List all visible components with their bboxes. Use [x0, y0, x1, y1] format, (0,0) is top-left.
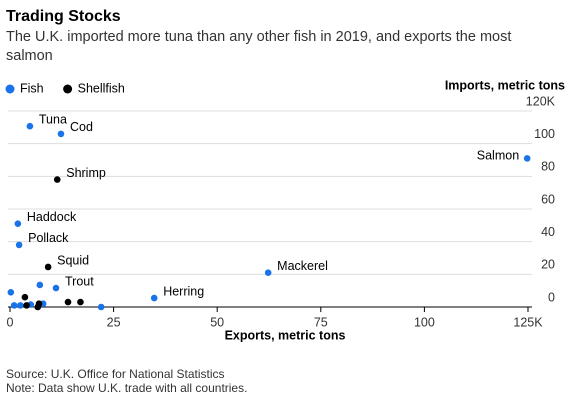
point-label: Shrimp — [66, 166, 106, 180]
source: Source: U.K. Office for National Statist… — [6, 367, 225, 381]
subtitle: The U.K. imported more tuna than any oth… — [6, 29, 511, 45]
point-label: Trout — [65, 274, 94, 288]
point — [523, 155, 531, 162]
point-label: Squid — [57, 253, 89, 267]
point — [150, 294, 158, 302]
x-tick-label: 0 — [7, 315, 14, 329]
y-tick-label: 0 — [548, 290, 555, 304]
legend-marker — [63, 84, 73, 94]
point — [15, 241, 23, 249]
x-tick-label: 100 — [414, 315, 435, 329]
point — [44, 263, 52, 271]
point — [14, 220, 22, 227]
point — [23, 302, 30, 309]
y-axis-label: Imports, metric tons — [445, 78, 565, 92]
point-label: Haddock — [27, 210, 77, 224]
x-axis-label: Exports, metric tons — [225, 328, 346, 342]
x-tick-label: 25 — [107, 315, 121, 329]
x-tick-label: 75 — [314, 315, 328, 329]
point — [7, 289, 15, 296]
subtitle: salmon — [6, 48, 53, 64]
point — [36, 281, 44, 289]
chart-title: Trading Stocks — [6, 8, 121, 25]
legend-marker — [5, 84, 15, 94]
point-label: Salmon — [477, 149, 519, 163]
point — [77, 298, 84, 306]
point — [53, 176, 61, 183]
point — [34, 303, 42, 311]
x-tick-label: 50 — [210, 315, 224, 329]
point-label: Tuna — [39, 112, 67, 126]
y-tick-label: 100 — [534, 127, 555, 141]
point — [10, 302, 18, 309]
legend-label: Fish — [20, 81, 44, 95]
point-label: Cod — [70, 120, 93, 134]
legend-label: Shellfish — [78, 81, 125, 95]
point — [26, 122, 34, 130]
point — [52, 284, 60, 292]
point — [17, 302, 24, 309]
y-tick-label: 120K — [526, 94, 556, 108]
point-label: Mackerel — [277, 259, 328, 273]
point — [57, 130, 65, 138]
point-label: Herring — [163, 284, 204, 298]
x-tick-label: 125K — [513, 315, 543, 329]
point — [264, 269, 272, 277]
y-tick-label: 60 — [541, 192, 555, 206]
y-tick-label: 40 — [541, 225, 555, 239]
note: Note: Data show U.K. trade with all coun… — [6, 381, 247, 395]
point-label: Pollack — [28, 231, 69, 245]
point — [97, 303, 105, 311]
point — [21, 293, 29, 301]
point — [64, 298, 72, 306]
y-tick-label: 80 — [541, 160, 555, 174]
y-tick-label: 20 — [541, 258, 555, 272]
